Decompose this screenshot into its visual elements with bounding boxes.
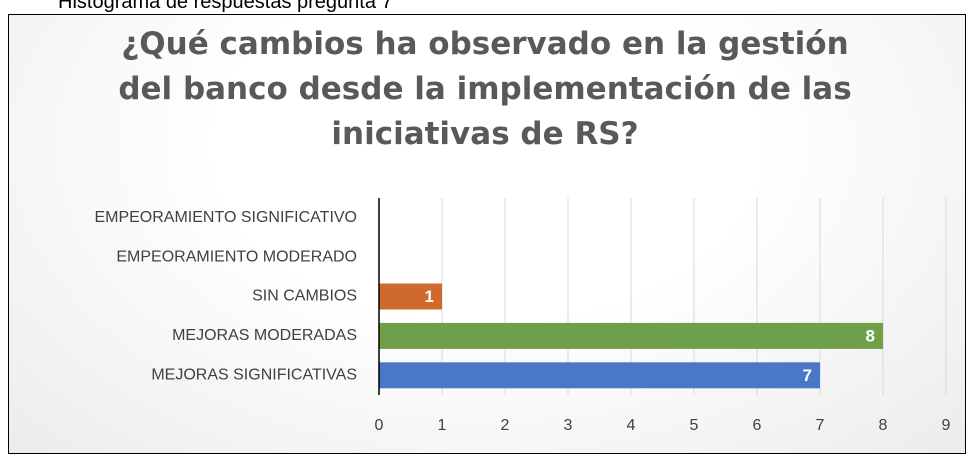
data-label: 8	[866, 326, 875, 345]
x-tick-label: 0	[375, 417, 384, 434]
y-tick-label: MEJORAS SIGNIFICATIVAS	[151, 367, 357, 384]
x-tick-label: 8	[879, 417, 888, 434]
x-tick-label: 2	[501, 417, 510, 434]
x-tick-label: 1	[438, 417, 447, 434]
x-tick-label: 5	[690, 417, 699, 434]
y-tick-label: SIN CAMBIOS	[252, 288, 357, 305]
chart-title: ¿Qué cambios ha observado en la gestión …	[118, 26, 852, 152]
x-tick-label: 6	[753, 417, 762, 434]
data-label: 7	[803, 366, 812, 385]
bar	[379, 362, 820, 389]
x-tick-label: 3	[564, 417, 573, 434]
x-tick-label: 9	[942, 417, 951, 434]
y-tick-label: EMPEORAMIENTO SIGNIFICATIVO	[94, 209, 357, 226]
bar	[379, 283, 442, 310]
y-tick-label: EMPEORAMIENTO MODERADO	[116, 248, 357, 265]
data-label: 1	[425, 287, 434, 306]
caption: Histograma de respuestas pregunta 7	[58, 0, 393, 13]
x-tick-label: 7	[816, 417, 825, 434]
y-tick-label: MEJORAS MODERADAS	[172, 327, 357, 344]
x-tick-label: 4	[627, 417, 636, 434]
bar	[379, 322, 883, 349]
